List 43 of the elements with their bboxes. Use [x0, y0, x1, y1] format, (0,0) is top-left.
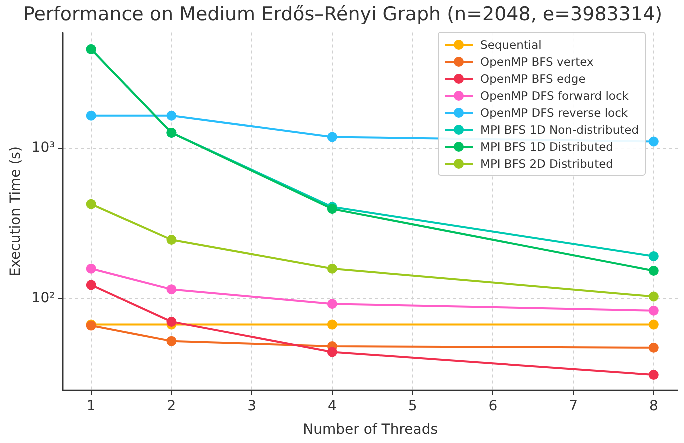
x-tick-label: 5: [408, 398, 418, 414]
legend-label: OpenMP DFS forward lock: [480, 88, 629, 102]
point: [648, 136, 659, 147]
point: [648, 266, 659, 276]
point: [166, 336, 177, 346]
x-tick-label: 8: [649, 398, 658, 414]
point: [327, 347, 338, 358]
point: [648, 292, 659, 302]
x-tick-label: 2: [167, 398, 176, 414]
point: [648, 306, 659, 316]
y-tick-label: 10²: [32, 290, 56, 306]
point: [166, 316, 177, 327]
point: [327, 299, 338, 310]
x-tick-label: 3: [248, 398, 257, 414]
x-axis-title: Number of Threads: [303, 422, 438, 438]
point: [166, 284, 177, 295]
x-tick-label: 4: [328, 398, 337, 414]
point: [648, 251, 659, 262]
point: [86, 264, 96, 274]
point: [86, 199, 96, 210]
legend-label: OpenMP DFS reverse lock: [480, 106, 628, 120]
point: [166, 110, 177, 121]
x-tick-label: 6: [488, 398, 498, 414]
legend-label: MPI BFS 1D Non-distributed: [480, 122, 639, 136]
point: [648, 320, 659, 330]
legend-label: MPI BFS 2D Distributed: [480, 156, 614, 170]
chart-title: Performance on Medium Erdős–Rényi Graph (n=2048, e=3983314): [23, 3, 663, 26]
x-tick-label: 7: [569, 398, 578, 414]
x-tick-label: 1: [86, 398, 96, 414]
legend-label: OpenMP BFS edge: [480, 72, 586, 86]
legend-label: OpenMP BFS vertex: [480, 54, 594, 68]
legend-label: Sequential: [480, 38, 542, 52]
y-axis-title: Execution Time (s): [8, 146, 24, 277]
point: [327, 132, 338, 142]
point: [327, 320, 338, 330]
point: [648, 370, 659, 380]
point: [327, 264, 338, 274]
point: [166, 234, 177, 245]
y-tick-label: 10³: [32, 140, 56, 156]
legend-label: MPI BFS 1D Distributed: [480, 140, 614, 154]
point: [86, 110, 96, 121]
point: [648, 342, 659, 353]
point: [86, 280, 96, 290]
